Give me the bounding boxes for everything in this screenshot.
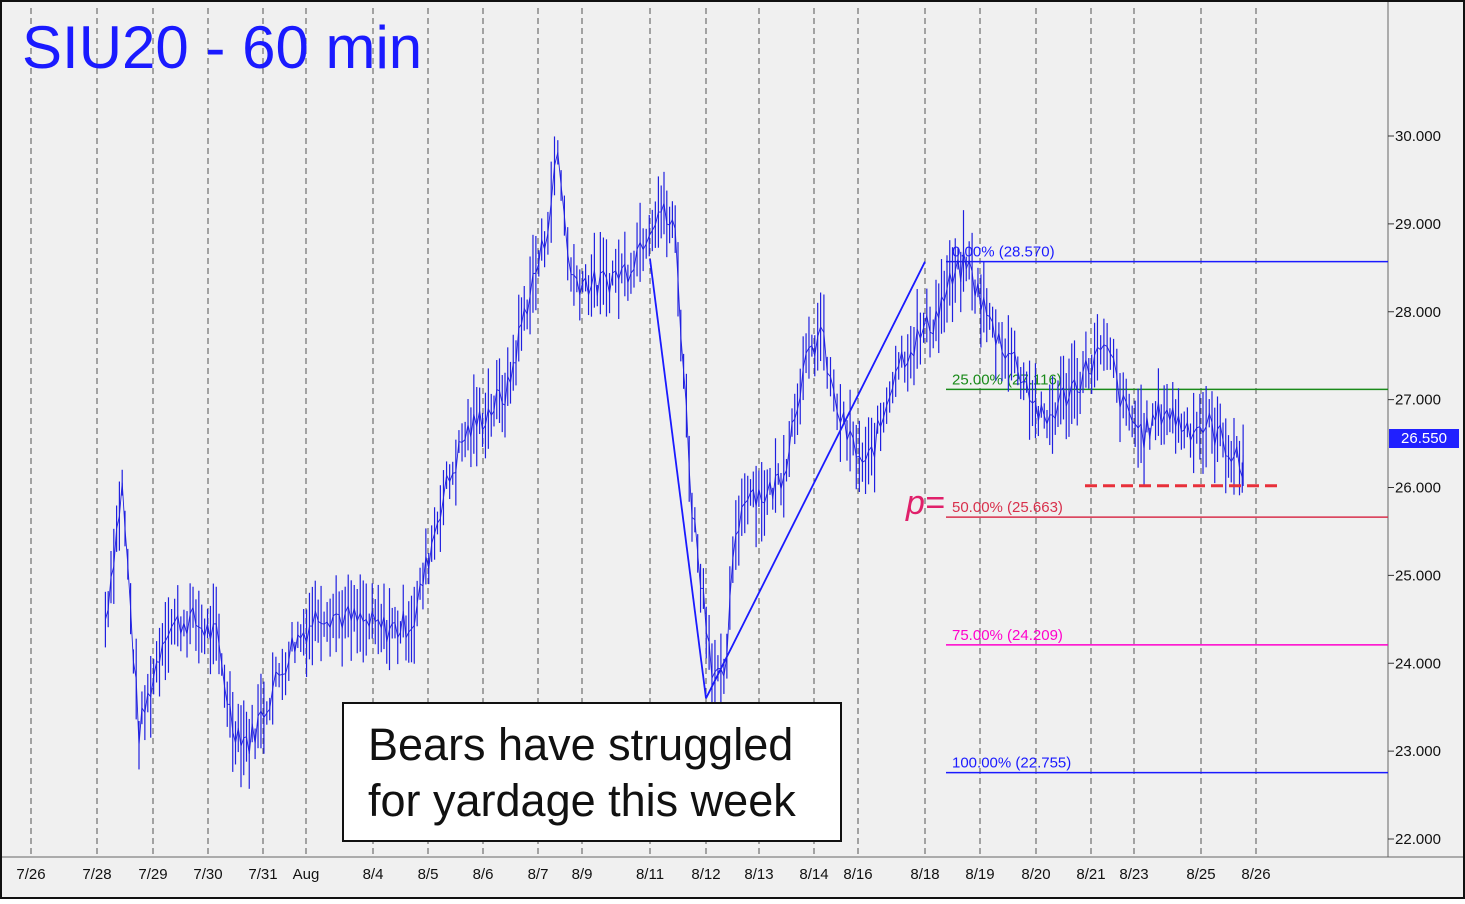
x-tick-label: 8/21: [1076, 866, 1105, 883]
x-tick-label: 7/26: [16, 866, 45, 883]
x-tick-label: 7/31: [248, 866, 277, 883]
annotation-line-1: Bears have struggled: [368, 719, 794, 770]
x-tick-label: 7/30: [193, 866, 222, 883]
p-target-label: p=: [906, 484, 945, 522]
swing-lines: [649, 258, 926, 699]
price-line: [104, 152, 1244, 754]
x-tick-label: 8/18: [910, 866, 939, 883]
x-tick-label: 7/28: [82, 866, 111, 883]
y-tick-label: 25.000: [1395, 567, 1441, 584]
x-tick-label: 8/9: [572, 866, 593, 883]
x-tick-label: 8/14: [799, 866, 828, 883]
y-tick-label: 27.000: [1395, 392, 1441, 409]
y-tick-label: 30.000: [1395, 128, 1441, 145]
x-tick-label: 7/29: [138, 866, 167, 883]
x-tick-label: 8/23: [1119, 866, 1148, 883]
annotation-line-2: for yardage this week: [368, 775, 796, 826]
swing-line: [705, 261, 926, 699]
chart-title: SIU20 - 60 min: [22, 14, 423, 81]
x-tick-label: 8/7: [528, 866, 549, 883]
x-tick-label: 8/5: [418, 866, 439, 883]
x-tick-label: 8/20: [1021, 866, 1050, 883]
fib-label: 75.00% (24.209): [952, 627, 1063, 644]
x-tick-label: 8/12: [691, 866, 720, 883]
last-price-badge: 26.550: [1389, 429, 1459, 448]
x-tick-label: 8/16: [843, 866, 872, 883]
fib-label: 0.00% (28.570): [952, 244, 1055, 261]
price-series: [104, 136, 1244, 789]
y-tick-label: 28.000: [1395, 304, 1441, 321]
x-tick-label: 8/11: [636, 866, 664, 883]
x-tick-label: 8/25: [1186, 866, 1215, 883]
x-tick-label: 8/19: [965, 866, 994, 883]
x-tick-label: 8/13: [744, 866, 773, 883]
fib-label: 100.00% (22.755): [952, 755, 1071, 772]
x-axis-ticks: 7/26 7/28 7/29 7/30 7/31 Aug 8/4 8/5 8/6 8/7 8/9 8/…: [16, 866, 1270, 883]
y-tick-label: 23.000: [1395, 743, 1441, 760]
y-tick-label: 26.000: [1395, 480, 1441, 497]
fib-label: 50.00% (25.663): [952, 499, 1063, 516]
y-tick-label: 29.000: [1395, 216, 1441, 233]
x-tick-label: 8/4: [363, 866, 384, 883]
swing-line: [649, 258, 707, 699]
y-axis-ticks: 22.000 23.000 24.000 25.000 26.000 27.000 28.0…: [1388, 128, 1441, 848]
fib-levels: 0.00% (28.570) 25.00% (27.116) 50.00% (25.…: [946, 244, 1388, 774]
grid-lines: [30, 8, 1257, 857]
annotation-box: Bears have struggled for yardage this we…: [342, 702, 842, 842]
x-tick-label: Aug: [293, 866, 320, 883]
y-tick-label: 24.000: [1395, 655, 1441, 672]
x-tick-label: 8/26: [1241, 866, 1270, 883]
y-tick-label: 22.000: [1395, 831, 1441, 848]
fib-label: 25.00% (27.116): [952, 371, 1062, 388]
x-tick-label: 8/6: [473, 866, 494, 883]
